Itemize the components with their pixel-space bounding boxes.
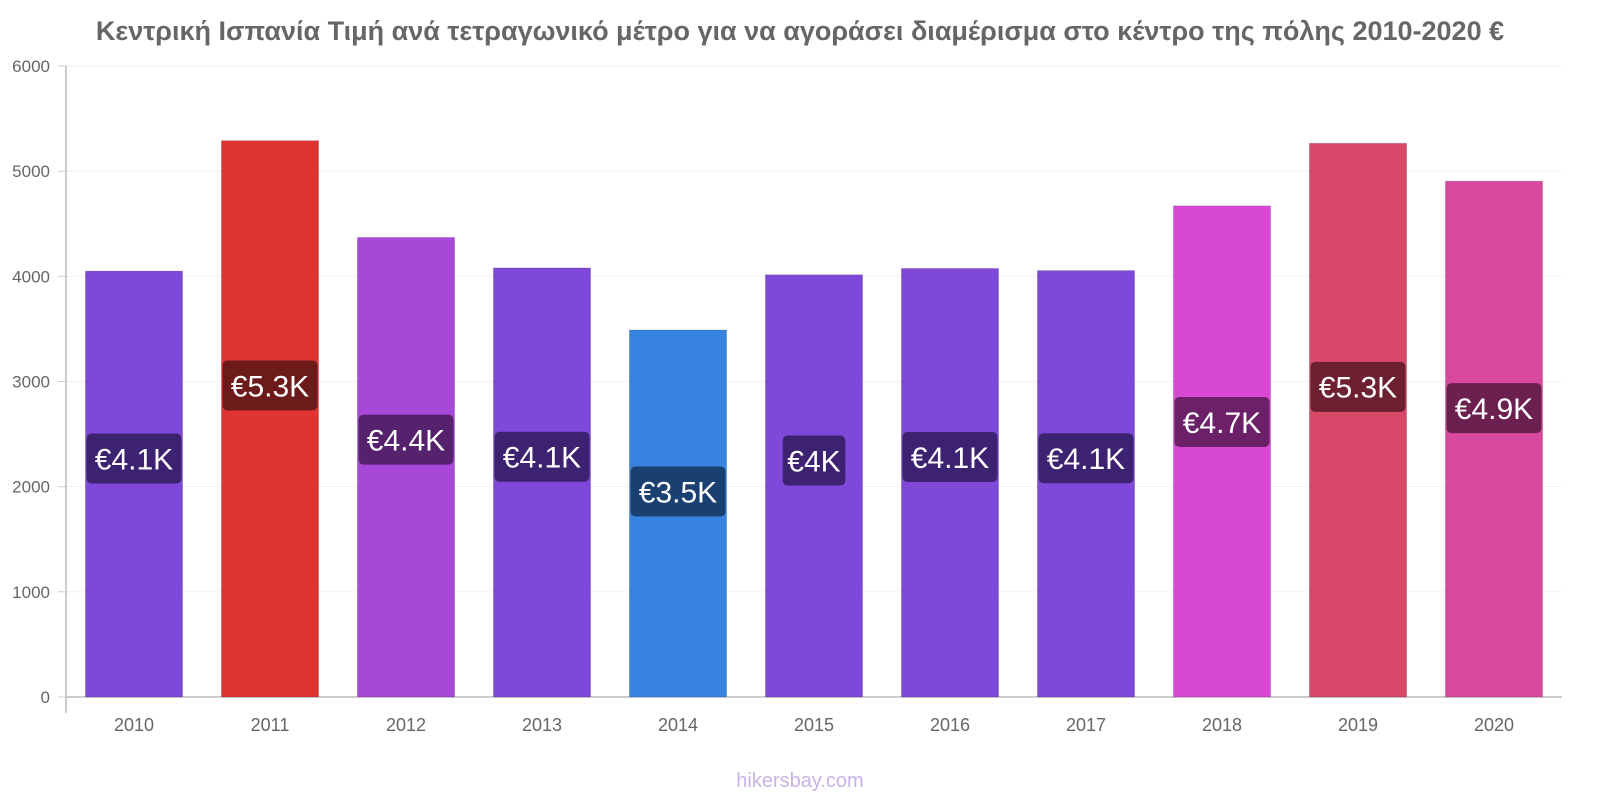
bar — [84, 270, 184, 698]
data-label: €4.4K — [367, 424, 445, 457]
data-label: €4.1K — [911, 442, 989, 475]
data-label: €4K — [787, 445, 840, 478]
data-label-box — [1446, 383, 1542, 434]
y-tick-label: 3000 — [12, 373, 50, 392]
chart-title: Κεντρική Ισπανία Τιμή ανά τετραγωνικό μέ… — [95, 16, 1505, 46]
data-label-box — [1310, 361, 1406, 412]
y-tick-label: 6000 — [12, 57, 50, 76]
data-label: €4.1K — [503, 442, 581, 475]
data-label-box — [782, 435, 846, 486]
x-tick-label: 2012 — [386, 715, 426, 735]
data-label: €3.5K — [639, 476, 717, 509]
watermark: hikersbay.com — [736, 770, 864, 792]
data-label: €4.9K — [1455, 393, 1533, 426]
bar — [220, 140, 320, 698]
bar — [492, 267, 592, 698]
data-label: €4.1K — [1047, 443, 1125, 476]
bar — [900, 267, 1000, 698]
x-tick-label: 2014 — [658, 715, 698, 735]
x-tick-label: 2013 — [522, 715, 562, 735]
data-label-box — [86, 433, 182, 484]
x-tick-label: 2020 — [1474, 715, 1514, 735]
bar — [764, 274, 864, 698]
data-label-box — [222, 360, 318, 411]
x-tick-label: 2015 — [794, 715, 834, 735]
data-label: €4.1K — [95, 443, 173, 476]
bar — [1308, 142, 1408, 698]
y-tick-label: 1000 — [12, 583, 50, 602]
y-tick-label: 4000 — [12, 267, 50, 286]
bar — [1444, 180, 1544, 698]
data-label: €5.3K — [1319, 372, 1397, 405]
data-label: €5.3K — [231, 370, 309, 403]
data-label-box — [358, 414, 454, 465]
x-tick-label: 2011 — [251, 715, 290, 735]
y-tick-label: 5000 — [12, 162, 50, 181]
data-label-box — [494, 431, 590, 482]
y-tick-label: 0 — [41, 688, 50, 707]
bar — [356, 236, 456, 698]
data-label-box — [630, 466, 726, 517]
data-label-box — [1174, 396, 1270, 447]
x-tick-label: 2010 — [114, 715, 154, 735]
x-tick-label: 2017 — [1066, 715, 1106, 735]
bar — [1036, 270, 1136, 698]
bar — [1172, 205, 1272, 698]
x-tick-label: 2016 — [930, 715, 970, 735]
y-tick-label: 2000 — [12, 478, 50, 497]
x-tick-label: 2018 — [1202, 715, 1242, 735]
data-label-box — [1038, 433, 1134, 484]
data-label: €4.7K — [1183, 407, 1261, 440]
data-label-box — [902, 432, 998, 483]
x-tick-label: 2019 — [1338, 715, 1378, 735]
